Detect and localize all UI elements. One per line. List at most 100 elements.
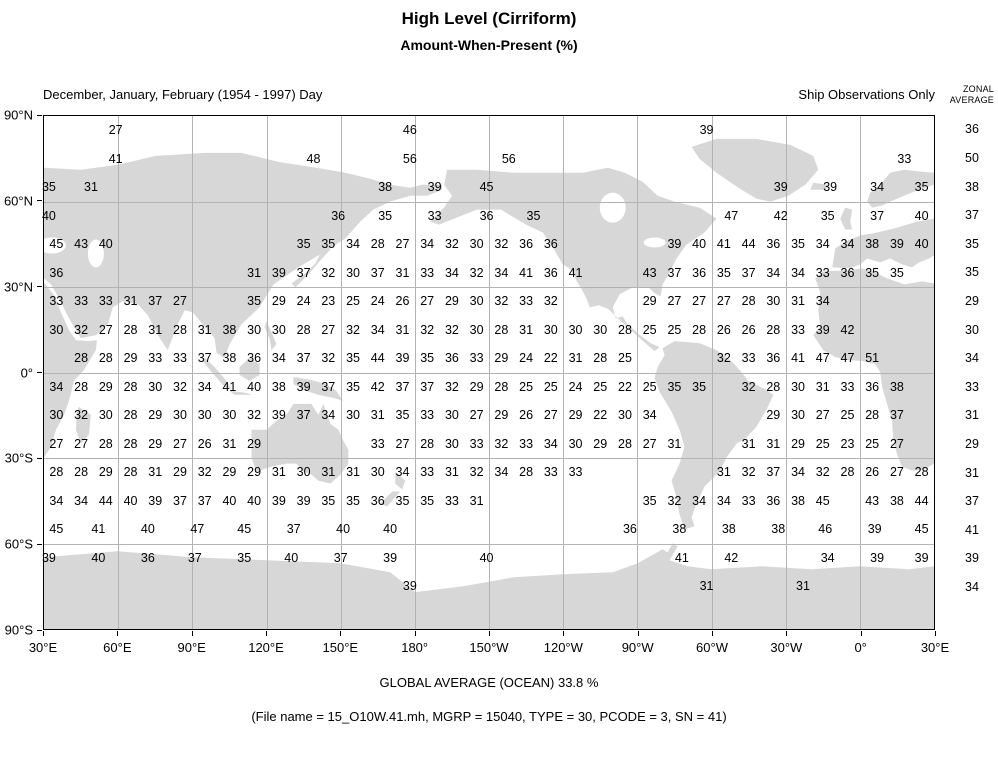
grid-value: 36 bbox=[479, 208, 494, 223]
parallel-gridline bbox=[44, 201, 934, 203]
grid-value: 34 bbox=[840, 237, 855, 251]
grid-value: 27 bbox=[49, 436, 64, 451]
grid-value: 38 bbox=[889, 379, 904, 394]
grid-value: 37 bbox=[741, 265, 756, 280]
grid-value: 34 bbox=[74, 493, 89, 508]
grid-value: 28 bbox=[494, 322, 509, 337]
zonal-average-value: 34 bbox=[965, 580, 979, 595]
grid-value: 32 bbox=[494, 237, 509, 251]
zonal-average-value: 30 bbox=[965, 322, 979, 337]
grid-value: 35 bbox=[716, 265, 731, 280]
grid-value: 28 bbox=[123, 436, 138, 451]
grid-value: 45 bbox=[479, 179, 494, 194]
grid-value: 40 bbox=[247, 493, 262, 508]
landmass-sumatra bbox=[202, 358, 232, 390]
grid-value: 28 bbox=[123, 408, 138, 422]
grid-value: 35 bbox=[247, 294, 262, 308]
grid-value: 40 bbox=[914, 208, 929, 223]
graticule-layer bbox=[44, 116, 934, 629]
grid-value: 25 bbox=[346, 294, 360, 308]
grid-value: 39 bbox=[823, 179, 838, 194]
grid-value: 30 bbox=[247, 322, 262, 337]
grid-value: 36 bbox=[370, 493, 385, 508]
grid-value: 30 bbox=[543, 322, 558, 337]
grid-value: 35 bbox=[378, 208, 393, 223]
grid-value: 33 bbox=[815, 265, 830, 280]
grid-value: 25 bbox=[618, 351, 632, 365]
grid-value: 44 bbox=[741, 237, 756, 251]
grid-value: 27 bbox=[321, 322, 336, 337]
grid-value: 39 bbox=[667, 237, 682, 251]
grid-value: 27 bbox=[642, 436, 657, 451]
grid-value: 30 bbox=[766, 294, 781, 308]
grid-value: 28 bbox=[618, 322, 632, 337]
grid-value: 45 bbox=[914, 522, 929, 536]
grid-value: 36 bbox=[766, 237, 781, 251]
latitude-tick bbox=[37, 114, 42, 116]
grid-value: 28 bbox=[74, 379, 89, 394]
grid-value: 34 bbox=[395, 465, 410, 479]
grid-value: 37 bbox=[296, 265, 311, 280]
period-label: December, January, February (1954 - 1997… bbox=[43, 87, 323, 102]
grid-value: 35 bbox=[346, 351, 360, 365]
latitude-tick bbox=[37, 286, 42, 288]
grid-value: 28 bbox=[123, 379, 138, 394]
grid-value: 40 bbox=[336, 522, 351, 536]
grid-value: 40 bbox=[41, 208, 56, 223]
longitude-tick-label: 60°E bbox=[103, 640, 132, 655]
longitude-tick bbox=[43, 631, 44, 636]
grid-value: 40 bbox=[479, 550, 494, 565]
grid-value: 27 bbox=[815, 408, 830, 422]
grid-value: 29 bbox=[98, 465, 113, 479]
grid-value: 30 bbox=[98, 408, 113, 422]
grid-value: 31 bbox=[667, 436, 682, 451]
grid-value: 34 bbox=[49, 493, 64, 508]
landmass-java bbox=[229, 390, 252, 395]
grid-value: 29 bbox=[766, 408, 781, 422]
grid-value: 22 bbox=[593, 408, 608, 422]
grid-value: 38 bbox=[378, 179, 393, 194]
grid-value: 45 bbox=[815, 493, 830, 508]
grid-value: 31 bbox=[699, 579, 714, 593]
landmass-new-zealand-south bbox=[380, 491, 401, 507]
grid-value: 29 bbox=[791, 436, 805, 451]
longitude-tick bbox=[637, 631, 639, 636]
grid-value: 36 bbox=[692, 265, 707, 280]
grid-value: 34 bbox=[420, 237, 435, 251]
grid-value: 40 bbox=[91, 550, 106, 565]
grid-value: 31 bbox=[741, 436, 756, 451]
grid-value: 32 bbox=[197, 465, 212, 479]
grid-value: 26 bbox=[865, 465, 880, 479]
grid-value: 29 bbox=[148, 436, 163, 451]
grid-value: 33 bbox=[420, 265, 435, 280]
grid-value: 35 bbox=[420, 351, 435, 365]
grid-value: 31 bbox=[395, 265, 410, 280]
grid-value: 43 bbox=[74, 237, 89, 251]
grid-value: 28 bbox=[618, 436, 632, 451]
grid-value: 38 bbox=[791, 493, 805, 508]
grid-value: 30 bbox=[49, 322, 64, 337]
grid-value: 37 bbox=[870, 208, 885, 223]
grid-value: 23 bbox=[840, 436, 855, 451]
grid-value: 30 bbox=[444, 408, 459, 422]
longitude-tick bbox=[935, 631, 936, 636]
grid-value: 34 bbox=[494, 265, 509, 280]
latitude-tick-label: 0° bbox=[20, 365, 33, 380]
grid-value: 26 bbox=[741, 322, 756, 337]
landmass-iceland bbox=[810, 182, 829, 190]
grid-value: 28 bbox=[692, 322, 707, 337]
grid-value: 34 bbox=[543, 436, 558, 451]
grid-value: 26 bbox=[197, 436, 212, 451]
grid-value: 32 bbox=[469, 265, 484, 280]
grid-value: 39 bbox=[395, 351, 410, 365]
grid-value: 31 bbox=[519, 322, 534, 337]
grid-value: 35 bbox=[346, 493, 360, 508]
grid-value: 27 bbox=[692, 294, 707, 308]
grid-value: 33 bbox=[741, 351, 756, 365]
grid-value: 28 bbox=[914, 465, 929, 479]
grid-value: 37 bbox=[370, 265, 385, 280]
grid-value: 39 bbox=[870, 550, 885, 565]
longitude-tick-label: 120°E bbox=[248, 640, 284, 655]
grid-value: 34 bbox=[494, 465, 509, 479]
grid-value: 35 bbox=[692, 379, 707, 394]
